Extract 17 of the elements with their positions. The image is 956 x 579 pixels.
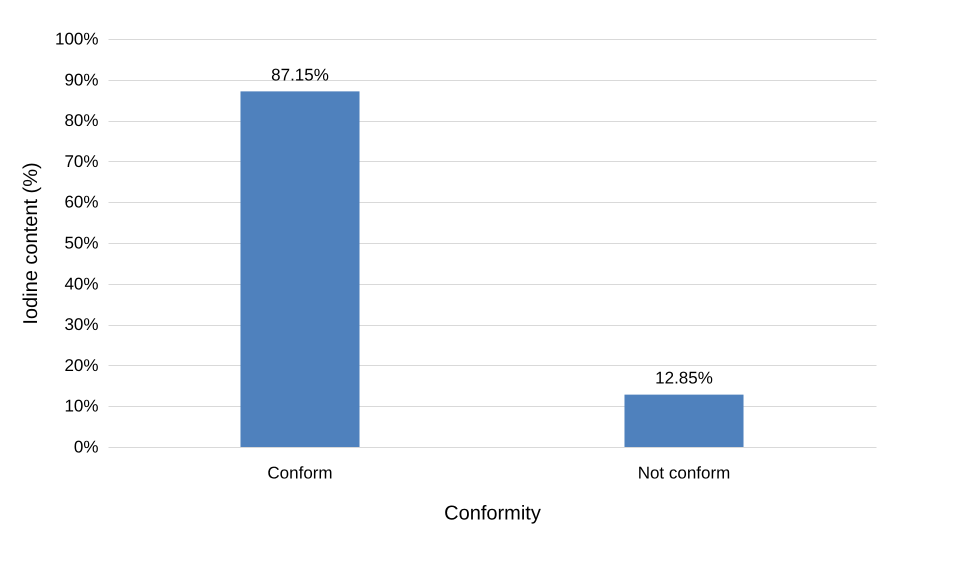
x-axis-title: Conformity xyxy=(444,502,541,524)
y-tick-label: 20% xyxy=(64,356,98,375)
data-label: 87.15% xyxy=(271,65,329,84)
y-tick-label: 50% xyxy=(64,234,98,252)
x-tick-label: Not conform xyxy=(638,464,730,482)
y-tick-label: 90% xyxy=(64,70,98,90)
y-tick-label: 40% xyxy=(64,274,98,294)
data-label: 12.85% xyxy=(655,368,713,388)
y-tick-label: 10% xyxy=(64,396,98,416)
y-tick-label: 100% xyxy=(55,30,98,48)
y-tick-label: 60% xyxy=(64,192,98,212)
y-tick-label: 80% xyxy=(64,111,98,130)
y-tick-label: 30% xyxy=(64,315,98,334)
x-tick-label: Conform xyxy=(267,464,333,482)
y-tick-label: 70% xyxy=(64,152,98,171)
y-axis-title: Iodine content (%) xyxy=(20,162,42,325)
y-tick-label: 0% xyxy=(74,438,98,456)
